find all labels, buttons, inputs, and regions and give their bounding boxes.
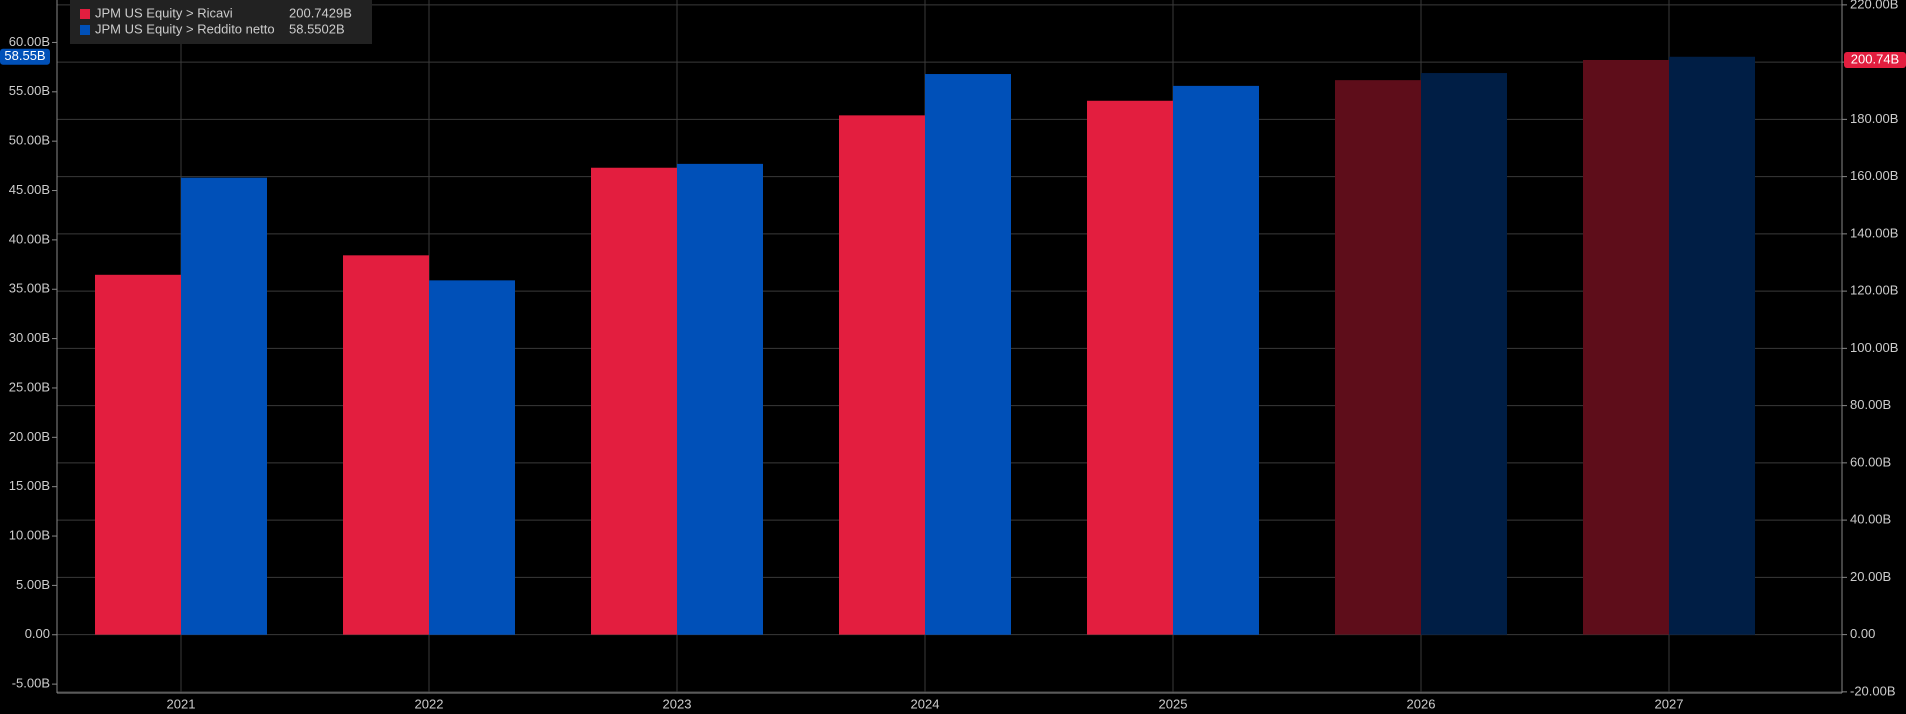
y-tick-label: 20.00B xyxy=(9,429,50,444)
legend-label: JPM US Equity > Reddito netto xyxy=(95,21,275,36)
y2-tick-label: -20.00B xyxy=(1850,683,1896,698)
y-tick-label: 45.00B xyxy=(9,182,50,197)
legend-swatch xyxy=(80,9,90,19)
bar xyxy=(839,115,925,635)
value-badge-label: 58.55B xyxy=(4,48,45,63)
value-badge xyxy=(1844,51,1906,68)
y2-tick-label: 20.00B xyxy=(1850,569,1891,584)
y-tick-label: 30.00B xyxy=(9,330,50,345)
y-tick-label: 35.00B xyxy=(9,281,50,296)
y2-tick-label: 120.00B xyxy=(1850,283,1898,298)
y2-tick-label: 40.00B xyxy=(1850,512,1891,527)
bar xyxy=(1087,100,1173,635)
x-tick-label: 2021 xyxy=(167,696,196,711)
bar xyxy=(1583,59,1669,635)
y-tick-label: -5.00B xyxy=(12,676,50,691)
bar xyxy=(925,74,1011,635)
bar xyxy=(1421,73,1507,635)
y-tick-label: 40.00B xyxy=(9,231,50,246)
legend-value: 58.5502B xyxy=(289,21,345,36)
bar xyxy=(1173,85,1259,635)
y-tick-label: 15.00B xyxy=(9,478,50,493)
y-tick-label: 25.00B xyxy=(9,379,50,394)
bar xyxy=(1669,56,1755,635)
bar xyxy=(95,274,181,635)
y-tick-label: 10.00B xyxy=(9,527,50,542)
x-tick-label: 2026 xyxy=(1407,696,1436,711)
y-tick-label: 55.00B xyxy=(9,83,50,98)
y2-tick-label: 0.00 xyxy=(1850,626,1875,641)
y2-tick-label: 140.00B xyxy=(1850,225,1898,240)
legend-label: JPM US Equity > Ricavi xyxy=(95,5,233,20)
legend-swatch xyxy=(80,25,90,35)
y2-tick-label: 160.00B xyxy=(1850,168,1898,183)
y2-tick-label: 220.00B xyxy=(1850,0,1898,11)
y-tick-label: 50.00B xyxy=(9,133,50,148)
y2-tick-label: 60.00B xyxy=(1850,454,1891,469)
x-tick-label: 2024 xyxy=(911,696,940,711)
bar xyxy=(677,163,763,635)
legend-box xyxy=(70,0,372,44)
y-tick-label: 0.00 xyxy=(25,626,50,641)
legend-value: 200.7429B xyxy=(289,5,352,20)
x-tick-label: 2022 xyxy=(415,696,444,711)
bar xyxy=(343,255,429,635)
value-badge-label: 200.74B xyxy=(1851,51,1899,66)
bar xyxy=(429,280,515,635)
x-tick-label: 2023 xyxy=(663,696,692,711)
bar xyxy=(181,177,267,635)
bar xyxy=(591,167,677,635)
bar xyxy=(1335,80,1421,635)
y-tick-label: 60.00B xyxy=(9,34,50,49)
y2-tick-label: 80.00B xyxy=(1850,397,1891,412)
y-tick-label: 5.00B xyxy=(16,577,50,592)
value-badge xyxy=(0,48,50,65)
x-tick-label: 2027 xyxy=(1655,696,1684,711)
x-tick-label: 2025 xyxy=(1159,696,1188,711)
y2-tick-label: 100.00B xyxy=(1850,340,1898,355)
y2-tick-label: 180.00B xyxy=(1850,111,1898,126)
